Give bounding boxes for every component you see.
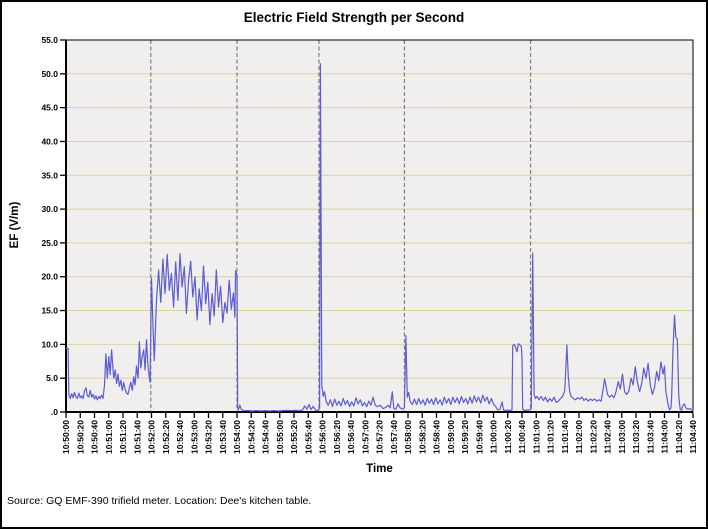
ef-series-line xyxy=(65,63,694,412)
plot-background xyxy=(66,40,693,412)
y-tick-label: 35.0 xyxy=(41,170,58,180)
x-axis-title: Time xyxy=(366,463,393,475)
x-tick-label: 11:03:40 xyxy=(645,420,655,454)
x-tick-label: 10:57:20 xyxy=(375,420,385,454)
x-tick-label: 10:53:20 xyxy=(204,420,214,454)
x-tick-label: 10:58:00 xyxy=(403,420,413,454)
y-tick-label: 40.0 xyxy=(41,136,58,146)
x-tick-label: 11:01:20 xyxy=(546,420,556,454)
x-tick-label: 10:56:40 xyxy=(346,420,356,454)
x-tick-label: 11:02:00 xyxy=(574,420,584,454)
y-tick-label: 5.0 xyxy=(46,373,58,383)
x-tick-label: 11:04:20 xyxy=(674,420,684,454)
x-tick-label: 10:51:00 xyxy=(104,420,114,454)
x-tick-label: 11:00:40 xyxy=(517,420,527,454)
x-tick-label: 11:04:40 xyxy=(688,420,698,454)
x-tick-label: 10:52:20 xyxy=(161,420,171,454)
y-tick-label: 25.0 xyxy=(41,238,58,248)
x-tick-label: 10:57:00 xyxy=(360,420,370,454)
x-tick-label: 11:02:20 xyxy=(588,420,598,454)
x-tick-label: 10:59:20 xyxy=(460,420,470,454)
x-tick-label: 10:59:40 xyxy=(474,420,484,454)
x-tick-label: 11:03:20 xyxy=(631,420,641,454)
x-tick-label: 10:53:40 xyxy=(218,420,228,454)
x-tick-label: 10:50:40 xyxy=(90,420,100,454)
x-tick-label: 10:51:40 xyxy=(132,420,142,454)
x-tick-label: 10:55:40 xyxy=(303,420,313,454)
x-tick-label: 10:58:20 xyxy=(417,420,427,454)
y-axis-title: EF (V/m) xyxy=(9,201,21,249)
y-tick-label: 55.0 xyxy=(41,35,58,45)
x-tick-label: 11:01:40 xyxy=(560,420,570,454)
y-tick-label: 45.0 xyxy=(41,103,58,113)
x-tick-label: 11:02:40 xyxy=(603,420,613,454)
x-tick-label: 11:04:00 xyxy=(660,420,670,454)
x-tick-label: 11:00:00 xyxy=(489,420,499,454)
x-tick-label: 10:55:20 xyxy=(289,420,299,454)
x-tick-label: 10:50:00 xyxy=(61,420,71,454)
y-tick-label: 10.0 xyxy=(41,339,58,349)
x-tick-label: 10:54:40 xyxy=(261,420,271,454)
x-tick-label: 10:56:20 xyxy=(332,420,342,454)
x-tick-label: 10:52:40 xyxy=(175,420,185,454)
x-tick-label: 10:54:00 xyxy=(232,420,242,454)
x-tick-label: 10:53:00 xyxy=(189,420,199,454)
source-note: Source: GQ EMF-390 trifield meter. Locat… xyxy=(7,495,312,507)
x-tick-label: 10:50:20 xyxy=(75,420,85,454)
chart-title: Electric Field Strength per Second xyxy=(243,10,465,25)
x-tick-label: 10:54:20 xyxy=(246,420,256,454)
y-tick-label: 30.0 xyxy=(41,204,58,214)
x-tick-label: 10:51:20 xyxy=(118,420,128,454)
x-tick-label: 11:00:20 xyxy=(503,420,513,454)
x-tick-label: 10:55:00 xyxy=(275,420,285,454)
x-tick-label: 10:58:40 xyxy=(432,420,442,454)
y-tick-label: .0 xyxy=(51,407,58,417)
x-tick-label: 10:59:00 xyxy=(446,420,456,454)
y-tick-label: 15.0 xyxy=(41,306,58,316)
y-tick-label: 20.0 xyxy=(41,272,58,282)
x-tick-label: 10:52:00 xyxy=(147,420,157,454)
x-tick-label: 10:56:00 xyxy=(318,420,328,454)
x-tick-label: 11:01:00 xyxy=(531,420,541,454)
x-tick-label: 10:57:40 xyxy=(389,420,399,454)
y-tick-label: 50.0 xyxy=(41,69,58,79)
x-tick-label: 11:03:00 xyxy=(617,420,627,454)
